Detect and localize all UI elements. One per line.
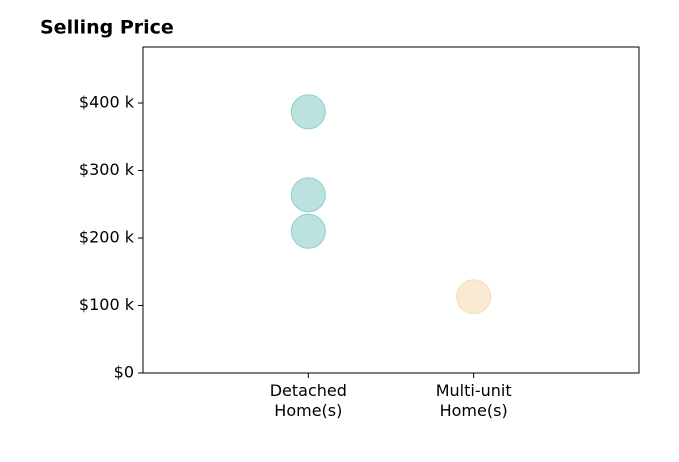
point: [290, 94, 326, 130]
plot-frame: [142, 46, 640, 374]
y-tick-label: $400 k: [79, 93, 135, 112]
y-tick-label: $300 k: [79, 160, 135, 179]
y-tick-label: $100 k: [79, 295, 135, 314]
point: [290, 177, 326, 213]
y-tick-label: $200 k: [79, 228, 135, 247]
x-tick-label: Multi-unit Home(s): [435, 381, 512, 420]
chart-title: Selling Price: [40, 17, 174, 39]
x-tick-label: Detached Home(s): [269, 381, 347, 420]
point: [456, 279, 492, 315]
y-tick-label: $0: [114, 363, 134, 382]
point: [290, 213, 326, 249]
